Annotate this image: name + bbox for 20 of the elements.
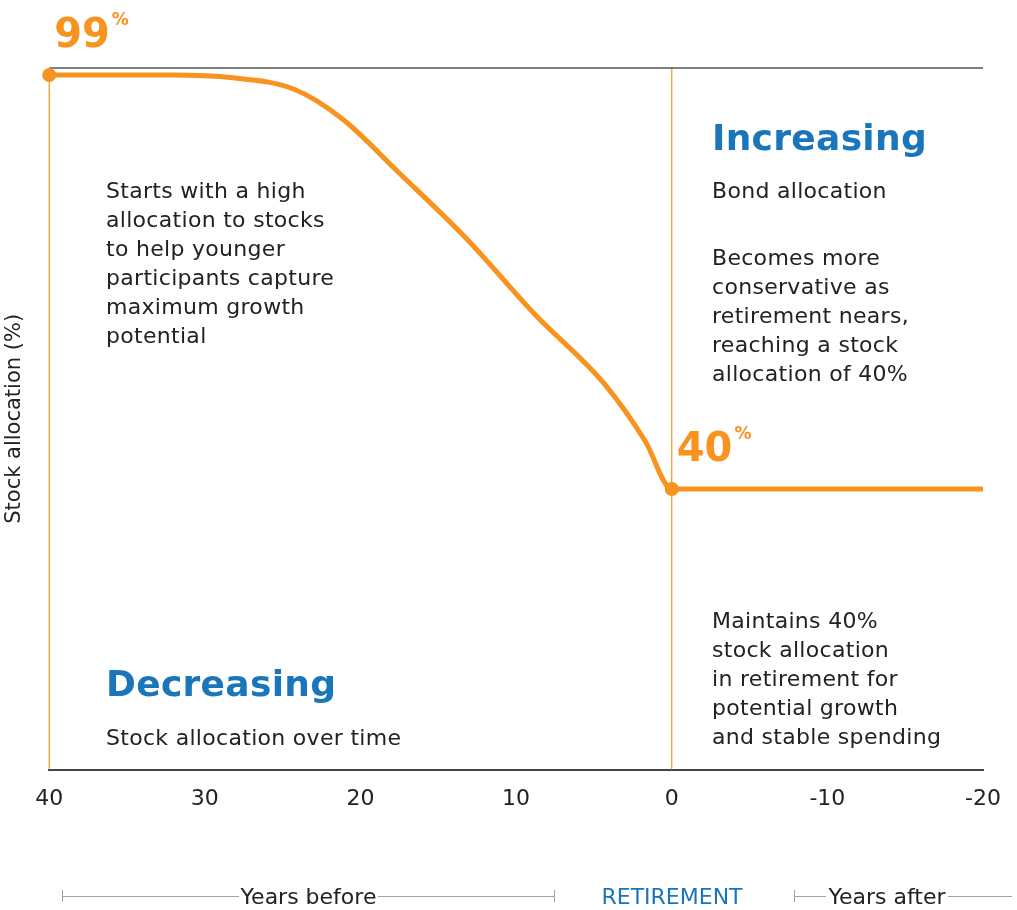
x-tick-label: 40 [35,784,64,810]
annotation: Decreasing [106,663,337,704]
x-tick-label: 30 [190,784,219,810]
annotation: Maintains 40% stock allocation in retirement for potential growth and stable spending [712,607,942,751]
data-label: 40% [676,422,752,470]
x-tick-label: 0 [664,784,679,810]
annotation: Starts with a high allocation to stocks to help younger participants capture maximum growth potential [106,177,335,350]
text: Years after [827,883,947,909]
x-tick-label: 20 [346,784,375,810]
annotation: Becomes more conservative as retirement nears, reaching a stock allocation of 40% [712,244,910,388]
x-tick-label: 10 [502,784,531,810]
x-tick-label: -20 [965,784,1001,810]
y-axis-title: Stock allocation (%) [1,313,26,524]
text: Years before [239,883,378,909]
data-label: 99% [54,9,129,57]
annotation: Bond allocation [712,177,887,205]
text: RETIREMENT [600,883,744,909]
x-tick-label: -10 [809,784,846,810]
annotation: Increasing [712,117,927,158]
annotation: Stock allocation over time [106,724,402,752]
